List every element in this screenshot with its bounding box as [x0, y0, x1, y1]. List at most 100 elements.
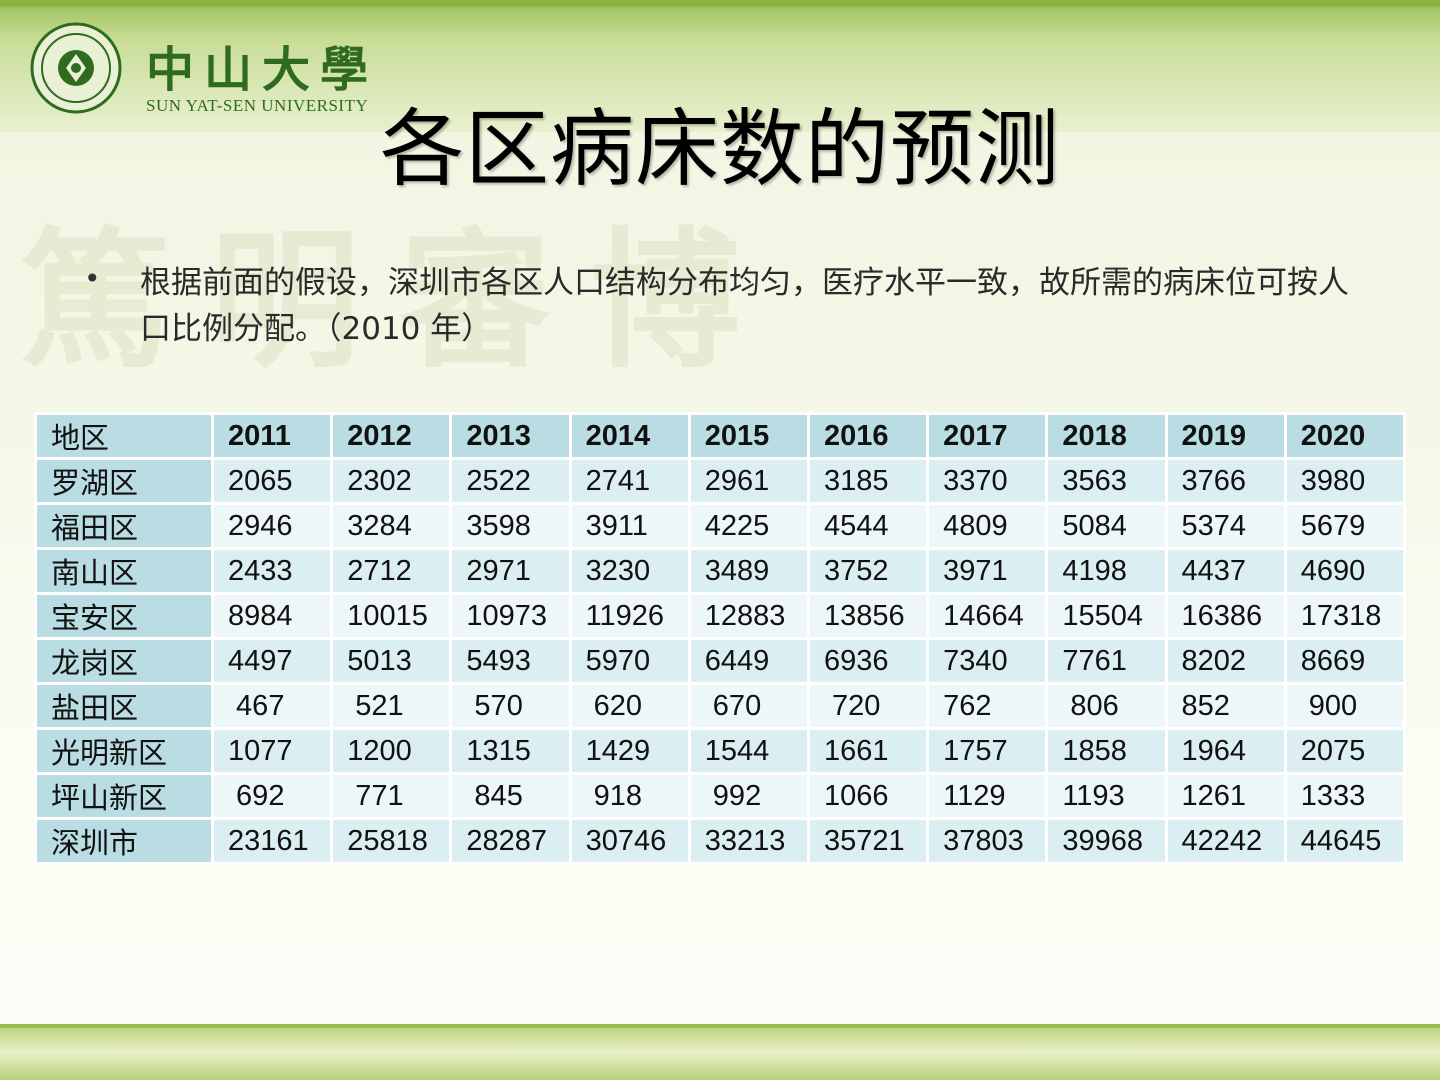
bed-count-cell: 1315 — [449, 727, 572, 775]
bed-count-cell: 6936 — [806, 637, 930, 685]
bed-count-cell: 35721 — [806, 817, 930, 865]
bed-count-cell: 3489 — [687, 547, 810, 595]
bed-count-cell: 28287 — [449, 817, 572, 865]
table-body: 罗湖区 2065 2302 2522 2741 2961 3185 3370 3563 3766 3… — [34, 457, 1407, 865]
bed-count-cell: 10973 — [449, 592, 572, 640]
bed-count-cell: 6449 — [687, 637, 810, 685]
table-header-cell: 2016 — [806, 412, 930, 460]
table-row: 深圳市 23161 25818 28287 30746 33213 35721 37803 39… — [34, 817, 1407, 865]
bed-count-cell: 852 — [1164, 682, 1287, 730]
bed-count-cell: 5679 — [1283, 502, 1407, 550]
bed-count-cell: 1757 — [926, 727, 1049, 775]
region-name-cell: 罗湖区 — [34, 457, 214, 505]
bullet-dot-icon: • — [84, 262, 101, 295]
bed-count-cell: 1333 — [1283, 772, 1407, 820]
bed-count-cell: 37803 — [926, 817, 1049, 865]
bed-count-cell: 4809 — [926, 502, 1049, 550]
bed-count-cell: 25818 — [330, 817, 453, 865]
bed-count-cell: 3185 — [806, 457, 930, 505]
bed-count-cell: 5970 — [568, 637, 691, 685]
bed-count-cell: 900 — [1283, 682, 1407, 730]
bed-count-cell: 2946 — [210, 502, 334, 550]
bed-count-cell: 13856 — [806, 592, 930, 640]
university-name-cn: 中山大學 — [146, 42, 379, 98]
bed-count-cell: 720 — [806, 682, 930, 730]
bed-count-cell: 692 — [210, 772, 334, 820]
bed-count-cell: 4544 — [806, 502, 930, 550]
table-header-row: 地区 2011 2012 2013 2014 2015 2016 2017 20… — [34, 412, 1407, 460]
bed-count-cell: 3284 — [330, 502, 453, 550]
bed-count-cell: 1544 — [687, 727, 810, 775]
bed-count-cell: 2302 — [330, 457, 453, 505]
table-header-cell: 2020 — [1283, 412, 1407, 460]
bed-count-cell: 1964 — [1164, 727, 1287, 775]
bed-count-cell: 3980 — [1283, 457, 1407, 505]
bed-count-cell: 762 — [926, 682, 1049, 730]
bed-count-cell: 3752 — [806, 547, 930, 595]
region-name-cell: 南山区 — [34, 547, 214, 595]
bed-count-cell: 845 — [449, 772, 572, 820]
table-row: 宝安区 8984 10015 10973 11926 12883 13856 14664 155… — [34, 592, 1407, 640]
table-row: 盐田区 467 521 570 620 670 720 762 806 852 90… — [34, 682, 1407, 730]
table-row: 光明新区 1077 1200 1315 1429 1544 1661 1757 1858 1964… — [34, 727, 1407, 775]
bed-count-cell: 42242 — [1164, 817, 1287, 865]
table-header-cell: 2015 — [687, 412, 810, 460]
region-name-cell: 福田区 — [34, 502, 214, 550]
bed-count-cell: 2522 — [449, 457, 572, 505]
bed-count-cell: 33213 — [687, 817, 810, 865]
bed-count-cell: 806 — [1045, 682, 1168, 730]
bed-count-cell: 2065 — [210, 457, 334, 505]
bed-count-cell: 570 — [449, 682, 572, 730]
bullet-text: 根据前面的假设，深圳市各区人口结构分布均匀，医疗水平一致，故所需的病床位可按人口… — [140, 265, 1349, 347]
bed-count-cell: 2712 — [330, 547, 453, 595]
bed-count-cell: 3370 — [926, 457, 1049, 505]
calligraphy-watermark: 篤 明 審 博 — [20, 213, 741, 389]
bed-count-cell: 3766 — [1164, 457, 1287, 505]
bed-count-cell: 2433 — [210, 547, 334, 595]
bed-count-cell: 1429 — [568, 727, 691, 775]
bed-count-cell: 670 — [687, 682, 810, 730]
bed-count-cell: 2961 — [687, 457, 810, 505]
slide-title: 各区病床数的预测 — [379, 100, 1060, 198]
region-name-cell: 坪山新区 — [34, 772, 214, 820]
bed-count-cell: 23161 — [210, 817, 334, 865]
table-header-cell: 2018 — [1045, 412, 1168, 460]
bed-count-cell: 14664 — [926, 592, 1049, 640]
bed-count-cell: 5013 — [330, 637, 453, 685]
bed-count-cell: 3911 — [568, 502, 691, 550]
footer-band — [0, 1024, 1440, 1080]
bed-count-cell: 7761 — [1045, 637, 1168, 685]
header-band — [0, 0, 1440, 132]
bed-count-cell: 4198 — [1045, 547, 1168, 595]
bed-count-cell: 44645 — [1283, 817, 1407, 865]
table-header-cell: 地区 — [34, 412, 214, 460]
table-header-cell: 2013 — [449, 412, 572, 460]
bed-count-cell: 4225 — [687, 502, 810, 550]
bed-count-cell: 3563 — [1045, 457, 1168, 505]
university-seal-icon — [30, 22, 122, 114]
bed-count-cell: 12883 — [687, 592, 810, 640]
bed-count-cell: 11926 — [568, 592, 691, 640]
table-header-cell: 2019 — [1164, 412, 1287, 460]
bed-count-cell: 1200 — [330, 727, 453, 775]
table-row: 龙岗区 4497 5013 5493 5970 6449 6936 7340 7761 8202 8… — [34, 637, 1407, 685]
region-name-cell: 宝安区 — [34, 592, 214, 640]
bed-count-cell: 17318 — [1283, 592, 1407, 640]
bed-count-cell: 992 — [687, 772, 810, 820]
table-row: 罗湖区 2065 2302 2522 2741 2961 3185 3370 3563 3766 3… — [34, 457, 1407, 505]
bed-count-cell: 620 — [568, 682, 691, 730]
bed-count-cell: 7340 — [926, 637, 1049, 685]
bed-count-cell: 1261 — [1164, 772, 1287, 820]
bed-count-cell: 1129 — [926, 772, 1049, 820]
hospital-beds-table: 地区 2011 2012 2013 2014 2015 2016 2017 20… — [34, 412, 1407, 865]
bed-count-cell: 4690 — [1283, 547, 1407, 595]
table-row: 南山区 2433 2712 2971 3230 3489 3752 3971 4198 4437 4… — [34, 547, 1407, 595]
region-name-cell: 盐田区 — [34, 682, 214, 730]
bed-count-cell: 39968 — [1045, 817, 1168, 865]
university-name-en: SUN YAT-SEN UNIVERSITY — [146, 96, 369, 115]
table-header-cell: 2011 — [210, 412, 334, 460]
table-header-cell: 2017 — [926, 412, 1049, 460]
table-header-cell: 2012 — [330, 412, 453, 460]
bed-count-cell: 2741 — [568, 457, 691, 505]
bed-count-cell: 2075 — [1283, 727, 1407, 775]
